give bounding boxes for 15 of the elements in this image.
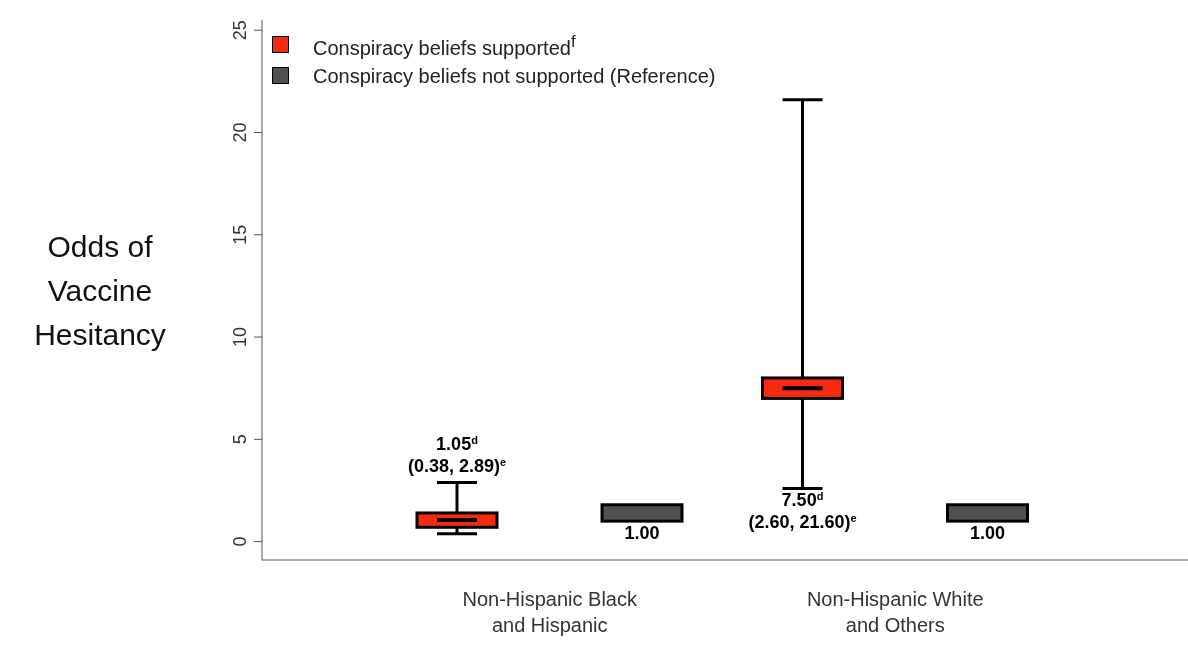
text: 7.50$^{d}$ (2.60, 21.60)$^{e}$ <box>748 490 857 533</box>
y-tick-label: 0 <box>230 536 250 547</box>
legend-label: Conspiracy beliefs not supported (Reference) <box>313 63 716 89</box>
y-tick-label: 15 <box>230 224 250 245</box>
y-tick-label: 5 <box>230 434 250 445</box>
y-axis-title: Odds of Vaccine Hesitancy <box>33 229 167 353</box>
x-tick-label: Non-Hispanic White and Others <box>806 588 984 636</box>
y-tick-label: 25 <box>230 20 250 41</box>
y-tick-label: 20 <box>230 122 250 143</box>
legend-label: Conspiracy beliefs supported$^{f}$ <box>313 31 576 61</box>
x-tick-label: Non-Hispanic Black and Hispanic <box>462 588 638 636</box>
text: 1.05$^{d}$ (0.38, 2.89)$^{e}$ <box>407 434 507 477</box>
text: 1.00 <box>969 523 1006 544</box>
text: 1.00 <box>624 523 660 544</box>
y-tick-label: 10 <box>230 327 250 348</box>
